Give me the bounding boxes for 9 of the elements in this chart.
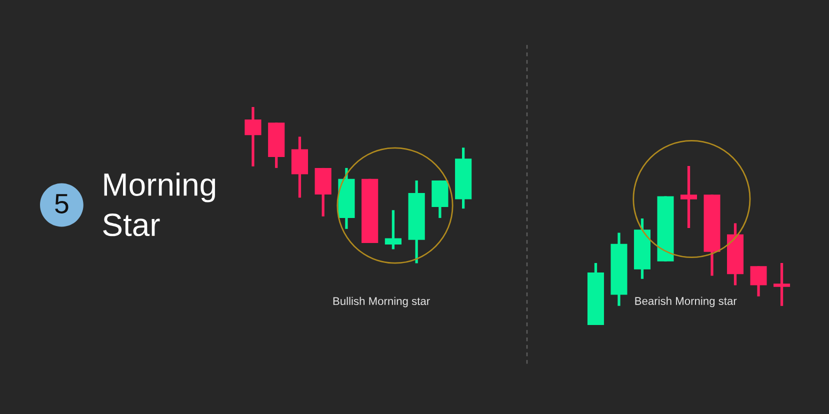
candlestick [774, 262, 790, 308]
annotation: Bearish Morning star [635, 296, 737, 308]
candlestick [680, 164, 698, 230]
candlestick [244, 106, 262, 168]
text: Bullish Morning star [333, 296, 430, 308]
text: Morning Star [103, 172, 216, 236]
text: 5 [55, 194, 68, 214]
candlestick [750, 264, 767, 298]
candlestick [384, 208, 402, 251]
